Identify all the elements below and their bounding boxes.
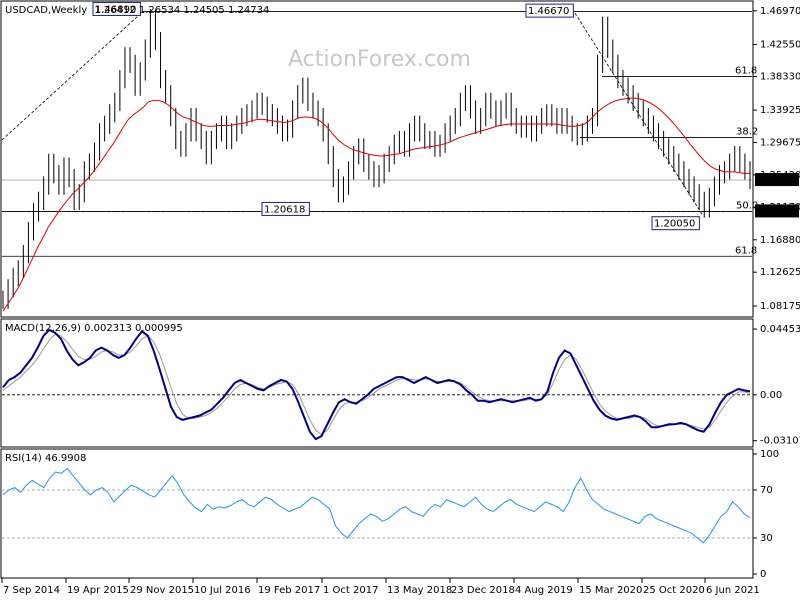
rsi-panel-frame (0, 448, 754, 579)
label-low-2021: 1.20050 (654, 219, 695, 230)
price-tick-label: 1.16880 (760, 235, 800, 246)
rsi-tick-label: 100 (760, 449, 779, 460)
label-low-2021-box (651, 216, 700, 231)
label-high-2020-box (525, 3, 574, 18)
symbol-label: USDCAD,Weekly (5, 5, 87, 16)
label-high-2016: 1.46890 (95, 4, 136, 15)
price-tick-label: 1.08175 (760, 301, 800, 312)
label-low-2017: 1.20618 (264, 204, 305, 215)
ohlc-values: 1.26412 1.26534 1.24505 1.24734 (94, 5, 269, 16)
watermark: ActionForex.com (288, 47, 471, 72)
price-tick-label: 1.12625 (760, 267, 800, 278)
rsi-tick-label: 70 (760, 485, 773, 496)
x-tick-label: 23 Dec 2018 (451, 585, 515, 596)
trend-line-up (1, 11, 144, 141)
x-tick-label: 7 Sep 2014 (3, 585, 60, 596)
last-price-tag-bg (755, 173, 799, 187)
macd-line (2, 328, 751, 441)
macd-layer (2, 328, 752, 441)
macd-tick-label: 0.044534 (760, 324, 800, 335)
macd-panel-frame (0, 318, 754, 448)
rsi-tick-label: 30 (760, 533, 773, 544)
fib-label-f382: 38.2 (736, 127, 758, 138)
axis-layer: 1.469701.425501.383301.339251.296751.254… (1, 6, 800, 596)
price-tick-label: 1.46970 (760, 6, 800, 17)
price-tick-label: 1.33925 (760, 105, 800, 116)
x-tick-label: 4 Aug 2019 (515, 585, 573, 596)
label-high-2020: 1.46670 (528, 6, 569, 17)
price-tick-label: 1.29675 (760, 137, 800, 148)
fib-label-f618_upper: 61.8 (735, 66, 757, 77)
fib-label-f500: 50.0 (736, 200, 758, 211)
x-tick-label: 29 Nov 2015 (130, 585, 194, 596)
last-price-tag: 1.24734 (758, 175, 799, 186)
support-tag: 1.20610 (758, 206, 799, 217)
rsi-tick-label: 0 (760, 569, 766, 580)
x-tick-label: 6 Jun 2021 (706, 585, 760, 596)
macd-tick-label: 0.00 (760, 390, 782, 401)
price-layer: 61.8 38.2 50.0 61.8 1.46890 1.46670 1.20618 1.2… (1, 1, 758, 312)
x-tick-label: 1 Oct 2017 (323, 585, 378, 596)
x-tick-label: 15 Mar 2020 (579, 585, 642, 596)
x-tick-label: 10 Jul 2016 (194, 585, 251, 596)
x-tick-label: 25 Oct 2020 (643, 585, 705, 596)
moving-average-line (2, 97, 750, 312)
price-panel-frame (0, 0, 754, 318)
x-tick-label: 13 May 2018 (387, 585, 452, 596)
support-tag-bg (755, 204, 799, 218)
rsi-line (2, 467, 751, 544)
rsi-panel-title: RSI(14) 46.9908 (5, 453, 86, 464)
macd-tick-label: -0.031072 (760, 436, 800, 447)
label-high-2016-box (92, 1, 141, 16)
x-tick-label: 19 Apr 2015 (67, 585, 129, 596)
price-panel-title: USDCAD,Weekly 1.26412 1.26534 1.24505 1.… (5, 5, 269, 16)
macd-panel-title: MACD(12,26,9) 0.002313 0.000995 (5, 323, 183, 334)
price-tick-label: 1.42550 (760, 39, 800, 50)
price-tick-label: 1.38330 (760, 72, 800, 83)
x-tick-label: 19 Feb 2017 (258, 585, 320, 596)
fib-label-f618_lower: 61.8 (735, 245, 757, 256)
rsi-layer (2, 467, 752, 544)
label-low-2017-box (261, 201, 310, 216)
